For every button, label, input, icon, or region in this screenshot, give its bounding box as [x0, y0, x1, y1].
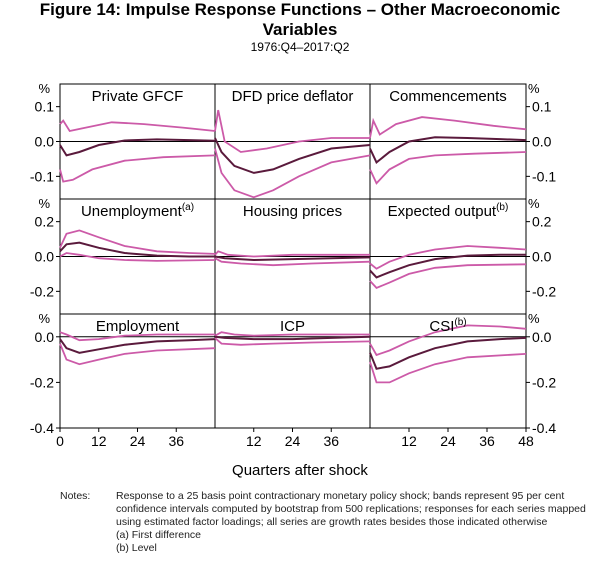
panel-title: ICP: [280, 318, 305, 335]
panel-title: Private GFCF: [92, 88, 184, 105]
y-tick-label-right: -0.2: [532, 374, 556, 390]
footnote-b: (b) Level: [116, 542, 157, 554]
confidence-band-lower: [59, 252, 216, 262]
confidence-band-upper: [369, 324, 527, 357]
point-estimate-line: [369, 136, 527, 164]
x-axis-label: Quarters after shock: [232, 462, 368, 479]
panel-title-superscript: (a): [182, 202, 194, 213]
notes-body: Response to a 25 basis point contraction…: [116, 490, 594, 555]
y-unit-right: %: [528, 196, 540, 211]
figure-title-line1: Figure 14: Impulse Response Functions – …: [39, 0, 561, 19]
y-tick-label-left: 0.0: [35, 329, 55, 345]
point-estimate-line: [369, 253, 526, 279]
panel-title: CSI(b): [429, 317, 466, 335]
confidence-band-upper: [369, 116, 527, 139]
panel-title: Housing prices: [243, 203, 342, 220]
y-tick-label-left: -0.2: [30, 283, 54, 299]
y-unit-left: %: [38, 196, 50, 211]
confidence-band-lower: [369, 151, 527, 185]
y-tick-label-left: 0.2: [35, 214, 55, 230]
confidence-band-lower: [214, 148, 371, 199]
x-tick-label: 24: [285, 433, 301, 449]
y-tick-label-left: -0.4: [30, 420, 54, 436]
point-estimate-line: [214, 137, 371, 174]
point-estimate-line: [214, 335, 371, 341]
y-tick-label-right: -0.4: [532, 420, 556, 436]
point-estimate-line: [59, 338, 216, 354]
y-tick-label-left: 0.0: [35, 249, 55, 265]
y-tick-label-right: 0.0: [532, 249, 552, 265]
y-tick-label-right: 0.0: [532, 134, 552, 150]
confidence-band-lower: [214, 257, 371, 267]
y-tick-label-right: -0.2: [532, 283, 556, 299]
y-tick-label-left: 0.1: [35, 99, 55, 115]
x-tick-label: 12: [91, 433, 107, 449]
x-tick-label: 0: [56, 433, 64, 449]
y-tick-label-right: 0.0: [532, 329, 552, 345]
point-estimate-line: [59, 138, 216, 157]
x-tick-label: 36: [168, 433, 184, 449]
panel-title: Unemployment(a): [81, 202, 194, 220]
y-unit-left: %: [38, 81, 50, 96]
confidence-band-lower: [369, 353, 527, 384]
confidence-band-upper: [214, 331, 370, 337]
panel-title-superscript: (b): [496, 202, 508, 213]
y-unit-right: %: [528, 311, 540, 326]
y-unit-right: %: [528, 81, 540, 96]
y-tick-label-left: 0.0: [35, 134, 55, 150]
confidence-band-upper: [214, 109, 370, 153]
y-unit-left: %: [38, 311, 50, 326]
x-tick-label: 24: [130, 433, 146, 449]
point-estimate-line: [59, 241, 215, 258]
notes-text: Response to a 25 basis point contraction…: [116, 490, 586, 528]
point-estimate-line: [369, 336, 527, 370]
confidence-band-upper: [214, 250, 370, 258]
footnote-a: (a) First difference: [116, 529, 201, 541]
panel-title: Commencements: [389, 88, 507, 105]
confidence-band-lower: [59, 154, 216, 183]
x-tick-label: 24: [440, 433, 456, 449]
confidence-band-upper: [59, 331, 215, 342]
notes-label: Notes:: [60, 490, 91, 502]
y-tick-label-right: -0.1: [532, 168, 556, 184]
panel-title: Expected output(b): [388, 202, 509, 220]
x-tick-label: 12: [246, 433, 262, 449]
confidence-band-lower: [59, 343, 216, 366]
y-tick-label-right: 0.2: [532, 214, 552, 230]
y-tick-label-left: -0.2: [30, 374, 54, 390]
confidence-band-upper: [59, 119, 216, 133]
figure-title-line2: Variables: [262, 20, 338, 39]
x-tick-label: 48: [518, 433, 534, 449]
confidence-band-upper: [59, 229, 216, 255]
x-tick-label: 12: [401, 433, 417, 449]
y-tick-label-left: -0.1: [30, 168, 54, 184]
x-tick-label: 36: [479, 433, 495, 449]
panel-title: DFD price deflator: [232, 88, 354, 105]
y-tick-label-right: 0.1: [532, 99, 552, 115]
figure-subtitle: 1976:Q4–2017:Q2: [250, 40, 350, 54]
point-estimate-line: [214, 255, 371, 262]
confidence-band-lower: [369, 263, 527, 289]
confidence-band-upper: [369, 245, 527, 270]
confidence-band-lower: [214, 337, 371, 346]
panel-title: Employment: [96, 318, 180, 335]
panel-title-superscript: (b): [454, 317, 466, 328]
x-tick-label: 36: [323, 433, 339, 449]
figure-title: Figure 14: Impulse Response Functions – …: [0, 0, 600, 40]
